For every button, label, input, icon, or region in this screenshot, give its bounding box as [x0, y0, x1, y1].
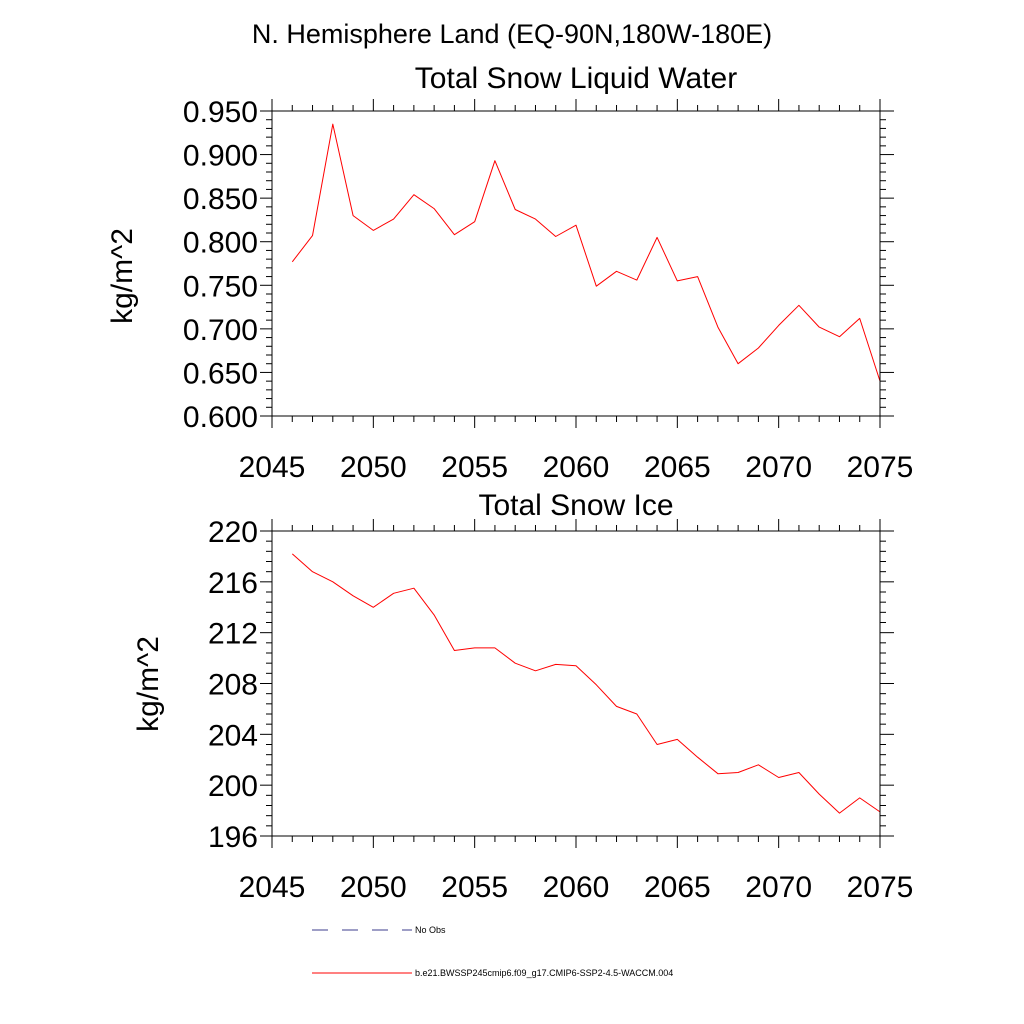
y-tick-label: 220 — [208, 516, 258, 549]
x-tick-label: 2070 — [745, 451, 812, 484]
tick-labels: 2045 2050 2055 2060 2065 2070 2075 0.600 0.650 0.… — [183, 96, 913, 484]
y-tick-label: 208 — [208, 669, 258, 702]
legend: No Obs b.e21.BWSSP245cmip6.f09_g17.CMIP6… — [312, 925, 673, 978]
y-tick-label: 0.750 — [183, 270, 258, 303]
x-tick-label: 2065 — [644, 451, 711, 484]
plot-frame — [271, 530, 881, 837]
plot-lines — [291, 553, 881, 814]
y-tick-label: 216 — [208, 567, 258, 600]
x-tick-label: 2045 — [239, 871, 306, 904]
x-tick-label: 2055 — [441, 871, 508, 904]
series-line — [291, 553, 881, 814]
y-tick-label: 196 — [208, 821, 258, 854]
y-tick-label: 0.950 — [183, 96, 258, 129]
y-tick-label: 0.700 — [183, 314, 258, 347]
y-tick-label: 0.600 — [183, 401, 258, 434]
x-tick-label: 2070 — [745, 871, 812, 904]
x-tick-label: 2060 — [543, 871, 610, 904]
x-tick-label: 2060 — [543, 451, 610, 484]
chart-title: Total Snow Liquid Water — [415, 62, 737, 95]
x-tick-label: 2075 — [847, 871, 914, 904]
x-tick-label: 2055 — [441, 451, 508, 484]
y-axis-label: kg/m^2 — [106, 228, 139, 324]
y-tick-label: 0.850 — [183, 183, 258, 216]
tick-labels: 2045 2050 2055 2060 2065 2070 2075 196 200 204 208… — [208, 516, 913, 904]
axis-ticks — [260, 519, 894, 848]
y-axis-label: kg/m^2 — [132, 636, 165, 732]
x-tick-label: 2045 — [239, 451, 306, 484]
axis-ticks — [260, 99, 894, 428]
legend-label-no-obs: No Obs — [415, 925, 446, 935]
plot-lines — [291, 123, 881, 382]
plot-frame — [271, 110, 881, 417]
chart-title: Total Snow Ice — [478, 489, 673, 522]
x-tick-label: 2065 — [644, 871, 711, 904]
series-line — [291, 123, 881, 382]
x-tick-label: 2075 — [847, 451, 914, 484]
y-tick-label: 212 — [208, 618, 258, 651]
y-tick-label: 0.800 — [183, 227, 258, 260]
y-tick-label: 200 — [208, 770, 258, 803]
y-tick-label: 204 — [208, 719, 258, 752]
x-tick-label: 2050 — [340, 871, 407, 904]
y-tick-label: 0.650 — [183, 357, 258, 390]
panel-snow-liquid-water: Total Snow Liquid Water kg/m^2 2045 2050 2… — [106, 62, 913, 484]
x-tick-label: 2050 — [340, 451, 407, 484]
panel-snow-ice: Total Snow Ice kg/m^2 2045 2050 2055 2060 20… — [132, 489, 913, 904]
page-title: N. Hemisphere Land (EQ-90N,180W-180E) — [252, 19, 772, 49]
legend-label-model-run: b.e21.BWSSP245cmip6.f09_g17.CMIP6-SSP2-4… — [415, 968, 673, 978]
y-tick-label: 0.900 — [183, 140, 258, 173]
